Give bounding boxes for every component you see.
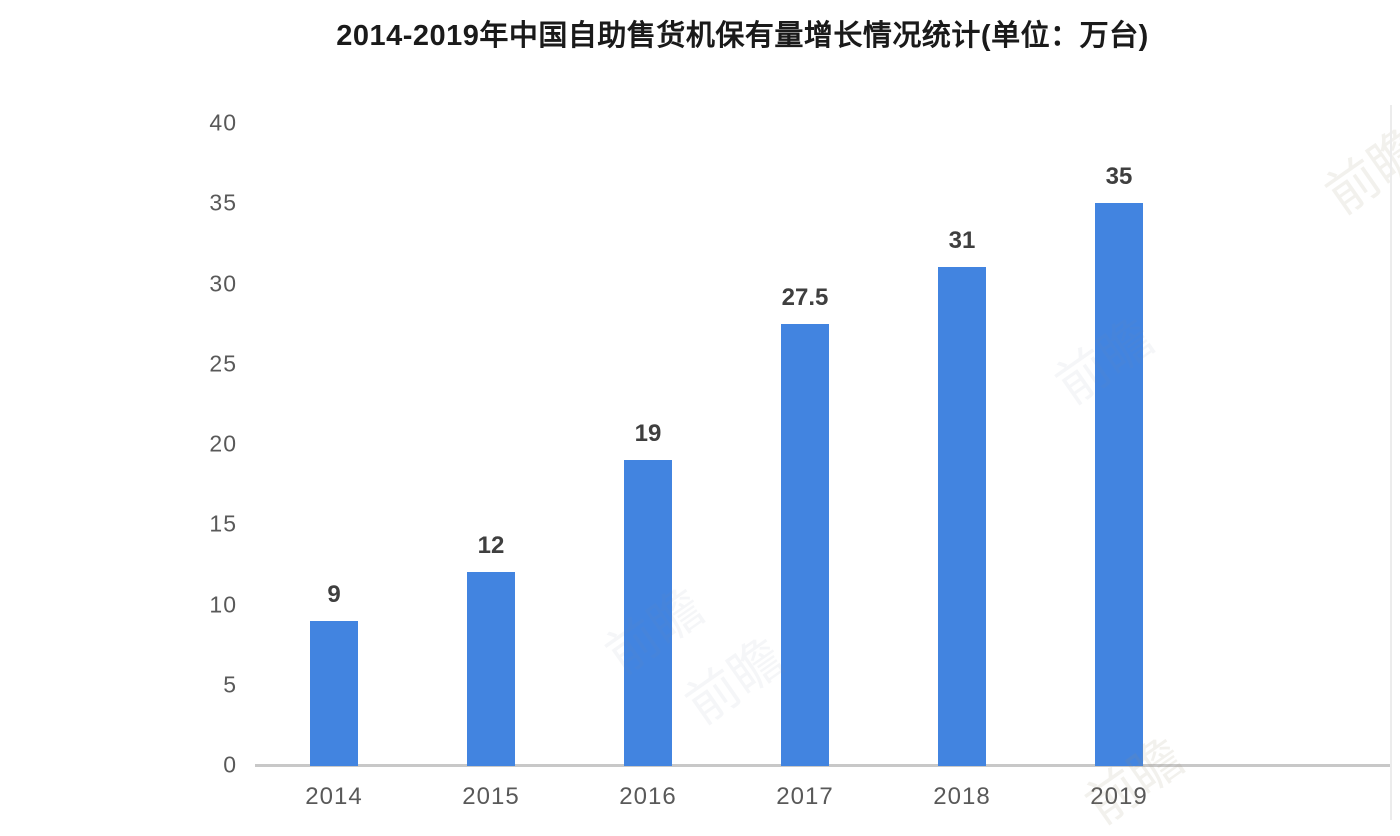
bar-2019 — [1095, 203, 1143, 766]
bar-2016 — [624, 460, 672, 766]
bar-2017 — [781, 323, 829, 766]
y-tick-label: 10 — [209, 591, 237, 617]
y-tick-label: 35 — [209, 189, 237, 216]
watermark-text: 前瞻 — [1315, 118, 1400, 226]
x-tick-label: 2015 — [462, 783, 520, 810]
bar-value-label: 19 — [634, 420, 662, 448]
chart-title: 2014-2019年中国自助售货机保有量增长情况统计(单位：万台) — [336, 20, 1149, 52]
y-tick-label: 5 — [223, 671, 237, 698]
watermark-text: 前瞻 — [675, 628, 795, 736]
bar-value-label: 31 — [948, 227, 976, 255]
bar-value-label: 12 — [477, 532, 505, 560]
y-tick-label: 20 — [209, 430, 237, 457]
bar-value-label: 35 — [1105, 163, 1133, 191]
y-tick-label: 15 — [209, 510, 237, 537]
y-tick-label: 25 — [209, 350, 237, 377]
y-tick-label: 0 — [223, 751, 237, 778]
x-tick-label: 2018 — [933, 783, 991, 810]
y-tick-label: 30 — [209, 270, 237, 296]
x-tick-label: 2016 — [619, 783, 677, 810]
bar-2014 — [310, 620, 358, 766]
x-tick-label: 2017 — [776, 783, 834, 810]
bar-2015 — [467, 572, 515, 766]
bar-value-label: 27.5 — [781, 283, 829, 311]
right-edge-line — [1390, 105, 1392, 820]
bar-2018 — [938, 267, 986, 766]
y-tick-label: 40 — [209, 109, 237, 136]
bar-value-label: 9 — [327, 580, 341, 608]
x-tick-label: 2019 — [1090, 783, 1148, 810]
x-tick-label: 2014 — [305, 783, 363, 810]
